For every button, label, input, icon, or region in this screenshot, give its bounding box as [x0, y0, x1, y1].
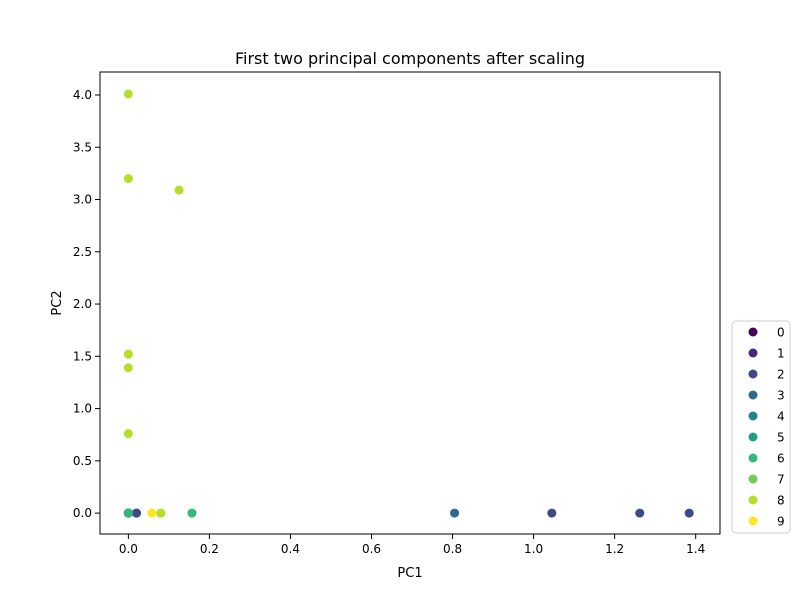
y-tick-label: 2.0	[73, 297, 92, 311]
x-tick-label: 0.8	[443, 542, 462, 556]
chart-title: First two principal components after sca…	[235, 49, 585, 68]
data-point-series-8	[123, 174, 133, 184]
legend-label-8: 8	[777, 494, 785, 508]
data-point-series-8	[123, 363, 133, 373]
y-axis-ticks: 0.0 0.5 1.0 1.5 2.0 2.5 3.0 3.5 4.0	[73, 88, 100, 520]
data-point-series-6	[123, 508, 133, 518]
x-axis-label: PC1	[397, 566, 422, 581]
legend-label-3: 3	[777, 389, 785, 403]
data-point-series-2	[635, 508, 645, 518]
legend-label-1: 1	[777, 347, 785, 361]
legend-marker-8	[748, 495, 758, 505]
data-point-series-8	[123, 89, 133, 99]
y-axis-label: PC2	[50, 290, 65, 315]
x-tick-label: 0.2	[200, 542, 219, 556]
data-point-series-8	[123, 429, 133, 439]
legend-label-2: 2	[777, 368, 785, 382]
legend-marker-2	[748, 369, 758, 379]
y-tick-label: 1.5	[73, 349, 92, 363]
legend-marker-0	[748, 327, 758, 337]
data-point-series-8	[123, 349, 133, 359]
legend-label-5: 5	[777, 431, 785, 445]
x-tick-label: 1.4	[686, 542, 705, 556]
y-tick-label: 0.5	[73, 454, 92, 468]
legend-marker-4	[748, 411, 758, 421]
x-tick-label: 0.0	[119, 542, 138, 556]
data-point-series-8	[156, 508, 166, 518]
legend-label-6: 6	[777, 452, 785, 466]
y-tick-label: 3.0	[73, 193, 92, 207]
legend-entries: 0 1 2 3 4 5 6 7 8 9	[748, 326, 785, 529]
y-tick-label: 2.5	[73, 245, 92, 259]
legend-marker-6	[748, 453, 758, 463]
plot-frame	[99, 71, 721, 535]
legend-marker-1	[748, 348, 758, 358]
legend: 0 1 2 3 4 5 6 7 8 9	[731, 320, 791, 534]
data-point-series-6	[187, 508, 197, 518]
data-point-series-2	[547, 508, 557, 518]
legend-label-9: 9	[777, 515, 785, 529]
legend-label-0: 0	[777, 326, 785, 340]
y-tick-label: 1.0	[73, 402, 92, 416]
data-point-series-9	[147, 508, 157, 518]
data-point-series-3	[450, 508, 460, 518]
legend-marker-7	[748, 474, 758, 484]
legend-marker-5	[748, 432, 758, 442]
x-tick-label: 1.0	[524, 542, 543, 556]
x-tick-label: 1.2	[605, 542, 624, 556]
legend-label-7: 7	[777, 473, 785, 487]
legend-marker-9	[748, 516, 758, 526]
y-tick-label: 4.0	[73, 88, 92, 102]
data-point-series-2	[131, 508, 141, 518]
x-axis-ticks: 0.0 0.2 0.4 0.6 0.8 1.0 1.2 1.4	[119, 534, 705, 556]
data-point-series-8	[174, 185, 184, 195]
x-tick-label: 0.6	[362, 542, 381, 556]
legend-box	[731, 320, 791, 534]
legend-marker-3	[748, 390, 758, 400]
y-tick-label: 3.5	[73, 140, 92, 154]
data-point-series-2	[684, 508, 694, 518]
legend-label-4: 4	[777, 410, 785, 424]
data-points	[123, 89, 694, 518]
y-tick-label: 0.0	[73, 506, 92, 520]
x-tick-label: 0.4	[281, 542, 300, 556]
